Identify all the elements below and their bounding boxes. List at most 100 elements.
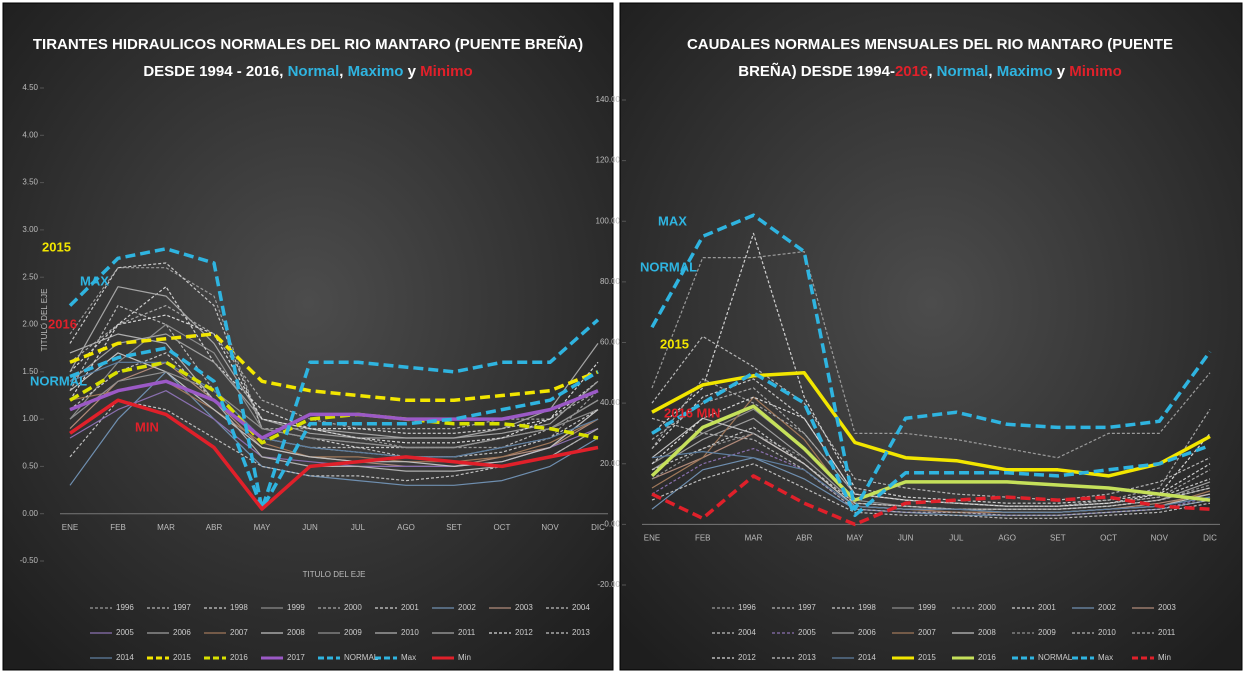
- series-line: [651, 474, 1211, 527]
- legend-label: 2011: [458, 628, 476, 637]
- series-line: [69, 379, 599, 440]
- x-tick-label: DIC: [1203, 533, 1217, 542]
- y-tick-label: 1.00: [22, 414, 38, 423]
- y-tick-label: 4.50: [22, 83, 38, 92]
- y-tick-label: -20.00: [597, 580, 620, 589]
- legend-label: 2005: [116, 628, 134, 637]
- legend-label: 2016: [230, 653, 248, 662]
- title-part: Maximo: [348, 63, 404, 80]
- annotation: MAX: [658, 213, 687, 228]
- x-tick-label: NOV: [1151, 533, 1169, 542]
- title-part: Minimo: [420, 63, 473, 80]
- legend-label: 1996: [116, 603, 134, 612]
- legend-label: 1997: [798, 603, 816, 612]
- y-tick-label: 80.00: [600, 277, 621, 286]
- x-tick-label: OCT: [494, 523, 511, 532]
- x-tick-label: MAY: [254, 523, 271, 532]
- y-tick-label: 4.00: [22, 130, 38, 139]
- y-tick-label: 3.50: [22, 178, 38, 187]
- title-part: TIRANTES HIDRAULICOS NORMALES DEL RIO MA…: [33, 35, 583, 53]
- title-part: ,: [928, 63, 936, 80]
- legend-label: 2017: [287, 653, 305, 662]
- annotation: 2015: [660, 336, 689, 351]
- x-tick-label: AGO: [397, 523, 415, 532]
- legend-label: 2000: [344, 603, 362, 612]
- x-tick-label: OCT: [1100, 533, 1117, 542]
- annotation: NORMAL: [640, 259, 697, 274]
- series-line: [651, 371, 1211, 518]
- series-line: [69, 352, 599, 458]
- legend-label: 2010: [401, 628, 419, 637]
- panel-left: [2, 2, 614, 671]
- x-tick-label: AGO: [998, 533, 1016, 542]
- y-tick-label: 40.00: [600, 398, 621, 407]
- series-line: [69, 352, 599, 467]
- chart-title: DESDE 1994 - 2016, Normal, Maximo y Mini…: [143, 63, 472, 80]
- legend-label: 2013: [798, 653, 816, 662]
- x-tick-label: MAY: [847, 533, 864, 542]
- legend-label: 2004: [738, 628, 756, 637]
- legend-label: Max: [1098, 653, 1113, 662]
- legend-label: 1999: [287, 603, 305, 612]
- x-tick-label: ABR: [796, 533, 813, 542]
- legend-label: NORMAL: [1038, 653, 1073, 662]
- title-part: 2016: [895, 63, 928, 80]
- y-tick-label: 2.00: [22, 320, 38, 329]
- title-part: y: [403, 63, 420, 80]
- legend-label: 1997: [173, 603, 191, 612]
- y-tick-label: 120.00: [596, 156, 621, 165]
- y-axis-title: TITULO DEL EJE: [40, 289, 49, 352]
- x-tick-label: FEB: [695, 533, 711, 542]
- legend-label: 2004: [572, 603, 590, 612]
- annotation: 2016 MIN: [664, 405, 720, 420]
- y-tick-label: 0.50: [22, 462, 38, 471]
- y-tick-label: 3.00: [22, 225, 38, 234]
- x-tick-label: ENE: [62, 523, 78, 532]
- legend-label: 2001: [401, 603, 419, 612]
- annotation: 2015: [42, 239, 71, 254]
- y-tick-label: 1.50: [22, 367, 38, 376]
- series-line: [651, 378, 1211, 507]
- x-tick-label: MAR: [745, 533, 763, 542]
- legend-label: 2007: [230, 628, 248, 637]
- title-part: Maximo: [997, 63, 1053, 80]
- legend-label: 2003: [515, 603, 533, 612]
- legend-label: 1998: [858, 603, 876, 612]
- title-part: DESDE 1994 - 2016,: [143, 63, 287, 80]
- series-line: [651, 451, 1211, 513]
- legend-label: 2015: [918, 653, 936, 662]
- x-tick-label: ABR: [206, 523, 223, 532]
- title-part: CAUDALES NORMALES MENSUALES DEL RIO MANT…: [687, 36, 1173, 53]
- series-line: [651, 335, 1211, 501]
- chart-title: CAUDALES NORMALES MENSUALES DEL RIO MANT…: [687, 36, 1173, 53]
- annotation: 2016: [48, 316, 77, 331]
- x-tick-label: DIC: [591, 523, 605, 532]
- chart-title: BREÑA) DESDE 1994-2016, Normal, Maximo y…: [738, 62, 1122, 80]
- x-tick-label: NOV: [541, 523, 559, 532]
- x-tick-label: MAR: [157, 523, 175, 532]
- title-part: y: [1053, 63, 1070, 80]
- legend-label: 2016: [978, 653, 996, 662]
- series-line: [651, 417, 1211, 516]
- legend-label: 2012: [738, 653, 756, 662]
- annotation: MAX: [80, 273, 109, 288]
- legend-label: 2009: [1038, 628, 1056, 637]
- title-part: Normal: [288, 63, 340, 80]
- legend-label: 2002: [1098, 603, 1116, 612]
- legend-label: 2002: [458, 603, 476, 612]
- series-line: [69, 333, 599, 439]
- series-line: [69, 346, 599, 511]
- series-line: [650, 213, 1212, 511]
- legend-label: 2006: [858, 628, 876, 637]
- x-tick-label: SET: [1050, 533, 1066, 542]
- series-line: [69, 371, 599, 449]
- legend-label: 2014: [858, 653, 876, 662]
- legend-label: 2014: [116, 653, 134, 662]
- legend-label: 1996: [738, 603, 756, 612]
- legend-label: 2008: [978, 628, 996, 637]
- x-tick-label: JUN: [898, 533, 914, 542]
- y-tick-label: 20.00: [600, 459, 621, 468]
- series-line: [650, 404, 1211, 502]
- panel-right: [619, 2, 1243, 671]
- legend-label: 2008: [287, 628, 305, 637]
